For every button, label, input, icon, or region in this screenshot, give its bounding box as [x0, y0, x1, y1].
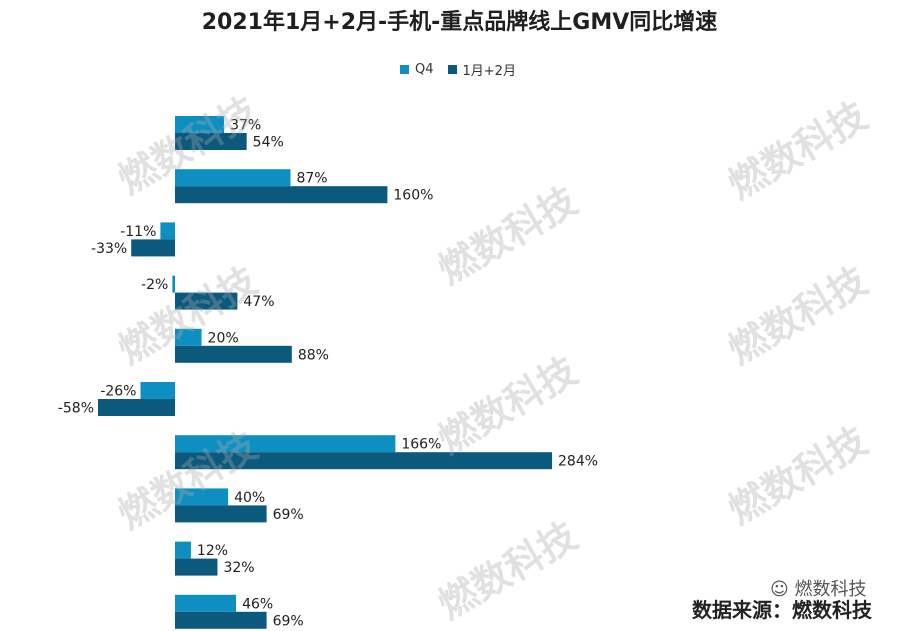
wechat-icon: ☺	[770, 579, 795, 600]
bar-q4	[175, 328, 202, 346]
bar-jan-feb	[175, 558, 218, 576]
data-label-q4: -26%	[100, 384, 136, 400]
bar-jan-feb	[175, 292, 238, 310]
data-label-jan-feb: 69%	[273, 507, 304, 523]
bar-q4	[175, 435, 396, 453]
data-label-q4: 166%	[401, 437, 441, 453]
data-label-q4: -11%	[120, 224, 156, 240]
data-label-jan-feb: 160%	[393, 188, 433, 204]
data-label-q4: -2%	[141, 277, 168, 293]
data-label-q4: 87%	[296, 171, 327, 187]
bar-q4	[175, 594, 237, 612]
data-label-jan-feb: 88%	[298, 347, 329, 363]
data-label-jan-feb: 69%	[273, 613, 304, 629]
legend-swatch-q4	[400, 65, 409, 74]
data-label-q4: 20%	[208, 330, 239, 346]
bar-jan-feb	[175, 133, 247, 150]
bar-jan-feb	[175, 345, 292, 363]
bar-jan-feb	[98, 399, 175, 416]
bar-q4	[175, 488, 229, 506]
data-label-jan-feb: -33%	[91, 241, 127, 257]
bar-q4	[175, 116, 225, 133]
wechat-account-label: ☺ 燃数科技	[770, 575, 867, 601]
legend-label-jan-feb: 1月+2月	[462, 64, 516, 79]
bar-q4	[140, 382, 175, 399]
wechat-account-name: 燃数科技	[794, 579, 867, 600]
bar-q4	[160, 222, 175, 240]
bar-q4	[172, 275, 175, 293]
bar-q4	[175, 169, 291, 187]
data-label-jan-feb: 32%	[223, 560, 254, 576]
chart-title: 2021年1月+2月-手机-重点品牌线上GMV同比增速	[201, 10, 718, 35]
data-label-jan-feb: 47%	[243, 294, 274, 310]
bar-jan-feb	[175, 505, 267, 523]
bar-jan-feb	[175, 452, 552, 470]
bar-jan-feb	[175, 611, 267, 629]
data-label-jan-feb: 54%	[253, 135, 284, 151]
legend-item-q4: Q4	[400, 62, 434, 77]
data-label-jan-feb: -58%	[58, 401, 94, 417]
data-label-q4: 40%	[234, 490, 265, 506]
bar-q4	[175, 541, 191, 559]
legend-swatch-jan-feb	[447, 65, 457, 74]
data-label-q4: 12%	[197, 543, 228, 559]
legend-label-q4: Q4	[415, 62, 434, 77]
legend-item-jan-feb: 1月+2月	[447, 60, 516, 79]
data-label-q4: 46%	[242, 596, 273, 612]
bar-jan-feb	[131, 239, 175, 257]
data-label-q4: 37%	[230, 118, 261, 134]
bar-jan-feb	[175, 186, 388, 204]
source-note: 数据来源：燃数科技	[692, 598, 872, 622]
data-label-jan-feb: 284%	[558, 454, 598, 470]
legend: Q4 1月+2月	[400, 60, 530, 79]
